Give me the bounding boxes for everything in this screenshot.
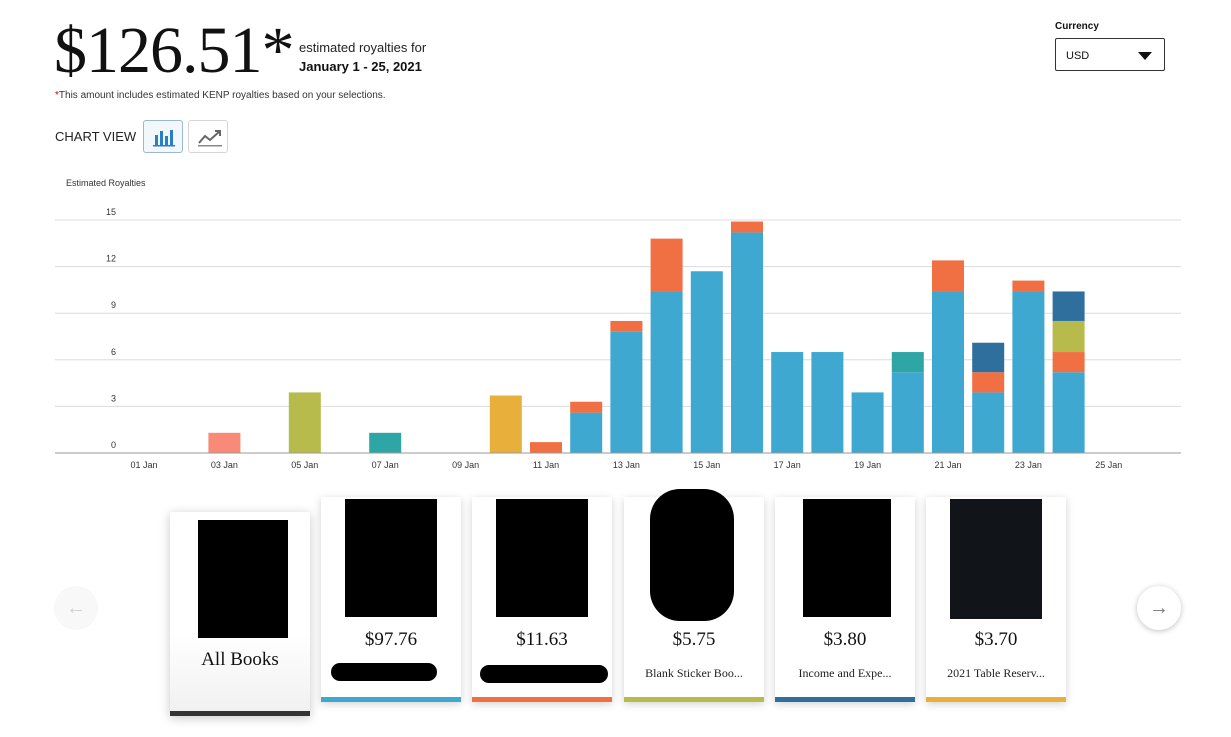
royalty-total: $126.51* <box>54 14 294 87</box>
x-tick-label: 05 Jan <box>291 460 318 470</box>
royalty-label: estimated royalties for <box>299 40 427 55</box>
bar-segment <box>650 238 683 292</box>
book-amount: $97.76 <box>364 629 418 650</box>
bar-chart-view-button[interactable] <box>143 120 183 153</box>
book-card[interactable]: $3.70 2021 Table Reserv... <box>926 497 1066 702</box>
bar-segment <box>731 221 763 233</box>
bar-segment <box>1052 291 1085 321</box>
bar-segment <box>530 442 562 453</box>
book-cover-image <box>198 520 288 638</box>
book-card[interactable]: $11.63 <box>472 497 612 702</box>
book-cover-image <box>496 499 588 617</box>
bar-segment <box>891 372 924 453</box>
chart-view-label: CHART VIEW <box>55 129 137 144</box>
bar-segment <box>891 352 924 373</box>
book-title: All Books <box>201 649 279 670</box>
book-cover-image <box>345 499 437 617</box>
currency-value: USD <box>1066 50 1090 62</box>
arrow-right-icon: → <box>1149 597 1169 619</box>
book-card[interactable]: $3.80 Income and Expe... <box>775 497 915 702</box>
bar-segment <box>570 401 603 413</box>
bar-segment <box>489 395 522 453</box>
redacted-title <box>331 663 437 681</box>
bar-segment <box>1012 291 1045 453</box>
bar-chart-icon <box>153 130 175 147</box>
book-color-bar <box>472 697 612 702</box>
book-amount: $3.80 <box>823 629 867 650</box>
bar-segment <box>972 372 1005 393</box>
bar-segment <box>771 352 804 453</box>
royalties-chart: Estimated Royalties 0 3 6 9 12 15 01 Jan 03 Jan 0… <box>55 178 1181 470</box>
y-tick-label: 15 <box>106 207 116 217</box>
book-card[interactable]: $97.76 <box>321 497 461 702</box>
x-tick-label: 09 Jan <box>452 460 479 470</box>
book-amount: $11.63 <box>516 629 568 650</box>
bar-segment <box>610 320 643 332</box>
y-tick-label: 6 <box>111 347 116 357</box>
kenp-note: *This amount includes estimated KENP roy… <box>55 90 386 101</box>
book-cover-image <box>950 499 1042 619</box>
bar-segment <box>932 260 964 292</box>
caret-down-icon <box>1138 52 1152 60</box>
redacted-title <box>480 665 608 683</box>
x-tick-label: 25 Jan <box>1095 460 1122 470</box>
y-tick-label: 3 <box>111 393 116 403</box>
bar-segment <box>851 392 884 453</box>
x-tick-label: 03 Jan <box>211 460 238 470</box>
currency-label: Currency <box>1055 21 1099 32</box>
book-card[interactable]: $5.75 Blank Sticker Boo... <box>624 489 764 702</box>
x-tick-label: 15 Jan <box>693 460 720 470</box>
y-tick-label: 0 <box>111 440 116 450</box>
x-tick-label: 01 Jan <box>130 460 157 470</box>
y-tick-label: 12 <box>106 254 116 264</box>
book-card-all-books[interactable]: All Books <box>170 512 310 716</box>
bar-segment <box>369 432 402 453</box>
x-tick-label: 21 Jan <box>934 460 961 470</box>
x-tick-label: 07 Jan <box>372 460 399 470</box>
bar-segment <box>288 392 321 453</box>
book-cover-image <box>650 489 734 621</box>
book-color-bar <box>170 711 310 716</box>
line-chart-view-button[interactable] <box>188 120 228 153</box>
carousel-next-button[interactable]: → <box>1137 586 1181 630</box>
currency-select[interactable]: USD <box>1055 38 1165 71</box>
book-color-bar <box>321 697 461 702</box>
bar-segment <box>690 271 723 453</box>
bar-segment <box>972 342 1005 373</box>
book-title: 2021 Table Reserv... <box>947 666 1045 680</box>
x-tick-label: 17 Jan <box>774 460 801 470</box>
date-range: January 1 - 25, 2021 <box>299 59 422 74</box>
book-amount: $3.70 <box>974 629 1018 650</box>
bar-segment <box>208 432 241 453</box>
bar-segment <box>570 412 603 453</box>
bar-segment <box>1052 320 1085 353</box>
x-tick-label: 13 Jan <box>613 460 640 470</box>
book-cover-image <box>803 499 891 617</box>
bar-segment <box>932 291 964 453</box>
note-text: This amount includes estimated KENP roya… <box>58 90 386 101</box>
book-color-bar <box>624 697 764 702</box>
bar-segment <box>731 232 763 453</box>
bar-segment <box>811 352 844 453</box>
x-tick-label: 23 Jan <box>1015 460 1042 470</box>
x-tick-label: 11 Jan <box>533 460 559 470</box>
x-tick-label: 19 Jan <box>854 460 881 470</box>
y-axis-title: Estimated Royalties <box>66 178 146 188</box>
bar-segment <box>1012 280 1045 292</box>
book-color-bar <box>775 697 915 702</box>
arrow-left-icon: ← <box>66 597 86 619</box>
bar-segment <box>650 291 683 453</box>
book-amount: $5.75 <box>672 629 716 650</box>
book-color-bar <box>926 697 1066 702</box>
bar-segment <box>1052 372 1085 453</box>
bar-segment <box>972 392 1005 453</box>
carousel-prev-button[interactable]: ← <box>54 586 98 630</box>
bar-segment <box>610 331 643 453</box>
book-title: Blank Sticker Boo... <box>645 666 743 680</box>
note-asterisk: * <box>55 90 59 101</box>
line-chart-icon <box>198 130 222 147</box>
book-title: Income and Expe... <box>798 666 892 680</box>
bar-segment <box>1052 352 1085 373</box>
y-tick-label: 9 <box>111 300 116 310</box>
